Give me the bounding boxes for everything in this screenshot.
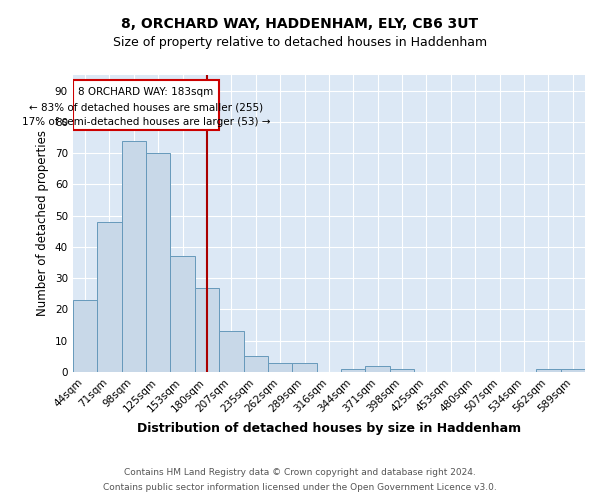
FancyBboxPatch shape bbox=[73, 80, 219, 130]
Bar bbox=[146, 153, 170, 372]
Text: 8, ORCHARD WAY, HADDENHAM, ELY, CB6 3UT: 8, ORCHARD WAY, HADDENHAM, ELY, CB6 3UT bbox=[121, 18, 479, 32]
Bar bbox=[195, 288, 219, 372]
Bar bbox=[365, 366, 390, 372]
Text: 8 ORCHARD WAY: 183sqm: 8 ORCHARD WAY: 183sqm bbox=[79, 87, 214, 97]
Bar bbox=[73, 300, 97, 372]
Bar bbox=[170, 256, 195, 372]
Bar bbox=[341, 369, 365, 372]
Text: ← 83% of detached houses are smaller (255): ← 83% of detached houses are smaller (25… bbox=[29, 102, 263, 112]
Bar bbox=[390, 369, 414, 372]
Bar bbox=[292, 362, 317, 372]
Bar bbox=[122, 140, 146, 372]
Text: 17% of semi-detached houses are larger (53) →: 17% of semi-detached houses are larger (… bbox=[22, 117, 270, 127]
Text: Size of property relative to detached houses in Haddenham: Size of property relative to detached ho… bbox=[113, 36, 487, 49]
Bar bbox=[219, 332, 244, 372]
Bar bbox=[244, 356, 268, 372]
Y-axis label: Number of detached properties: Number of detached properties bbox=[36, 130, 49, 316]
Bar bbox=[536, 369, 560, 372]
Bar bbox=[97, 222, 122, 372]
Bar bbox=[268, 362, 292, 372]
Text: Contains HM Land Registry data © Crown copyright and database right 2024.: Contains HM Land Registry data © Crown c… bbox=[124, 468, 476, 477]
Bar bbox=[560, 369, 585, 372]
X-axis label: Distribution of detached houses by size in Haddenham: Distribution of detached houses by size … bbox=[137, 422, 521, 435]
Text: Contains public sector information licensed under the Open Government Licence v3: Contains public sector information licen… bbox=[103, 483, 497, 492]
